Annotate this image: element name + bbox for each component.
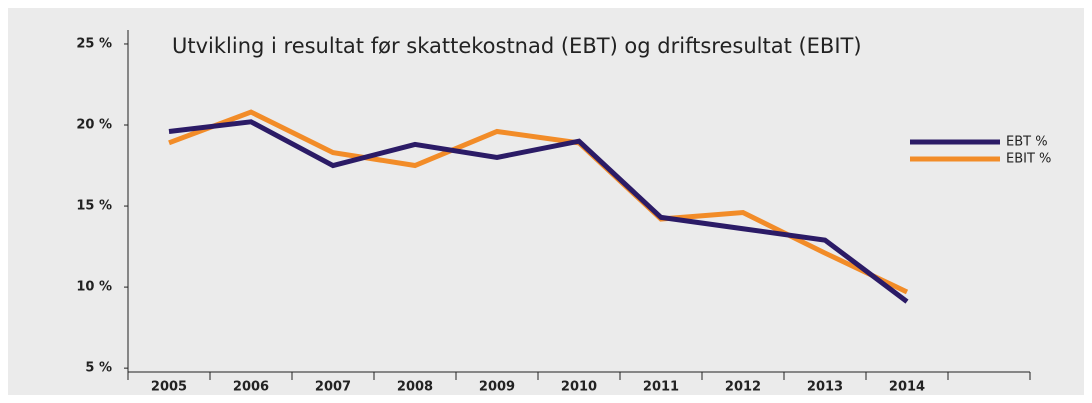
x-tick-label: 2013 xyxy=(807,380,843,395)
chart-title: Utvikling i resultat før skattekostnad (… xyxy=(172,34,862,58)
x-tick-label: 2011 xyxy=(643,380,679,395)
legend-label: EBIT % xyxy=(1006,152,1051,167)
series-line xyxy=(168,119,909,304)
x-tick-label: 2008 xyxy=(397,380,433,395)
x-tick-label: 2010 xyxy=(561,380,597,395)
y-tick-label: 5 % xyxy=(85,361,112,376)
y-tick-label: 25 % xyxy=(76,36,112,51)
x-tick-label: 2012 xyxy=(725,380,761,395)
y-tick-label: 15 % xyxy=(76,199,112,214)
x-tick-label: 2007 xyxy=(315,380,351,395)
x-tick-label: 2014 xyxy=(889,380,925,395)
x-tick-label: 2009 xyxy=(479,380,515,395)
x-tick-label: 2005 xyxy=(151,380,187,395)
background xyxy=(8,8,1084,395)
y-tick-label: 10 % xyxy=(76,280,112,295)
legend-label: EBT % xyxy=(1006,135,1048,150)
y-tick-label: 20 % xyxy=(76,118,112,133)
x-tick-label: 2006 xyxy=(233,380,269,395)
